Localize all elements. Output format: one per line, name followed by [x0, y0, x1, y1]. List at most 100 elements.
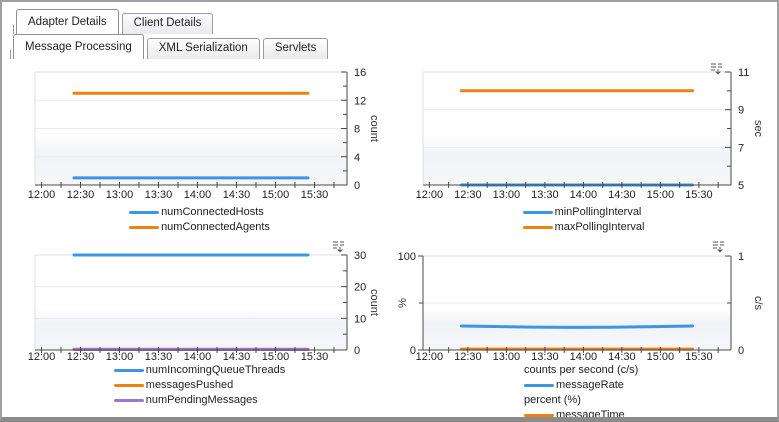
legend-label: numConnectedAgents [161, 221, 270, 233]
x-tick-label: 13:00 [493, 351, 521, 362]
chart-legend: counts per second (c/s) messageRate percen… [396, 364, 771, 421]
x-tick-label: 13:30 [531, 351, 559, 362]
chart-canvas[interactable]: 12:00 12:30 13:00 13:30 14:00 14:30 15:00 15:30… [396, 62, 771, 204]
x-tick-label: 15:00 [262, 351, 290, 362]
legend-item[interactable]: numPendingMessages [113, 394, 258, 406]
chart-legend: numConnectedHosts numConnectedAgents [12, 206, 387, 233]
legend-item[interactable]: messagesPushed [113, 379, 234, 391]
y-axis-label-right: count [368, 115, 380, 142]
y-tick-label: 1 [738, 251, 744, 263]
x-tick-label: 13:30 [531, 189, 559, 201]
chart-canvas[interactable]: 12:00 12:30 13:00 13:30 14:00 14:30 15:00 15:30… [396, 239, 771, 362]
x-tick-label: 12:00 [416, 189, 444, 201]
x-tick-label: 12:30 [67, 189, 95, 201]
legend-label: messageRate [556, 379, 624, 391]
y-axis-label-right: c/s [752, 296, 764, 311]
x-tick-label: 15:00 [647, 189, 675, 201]
chart-legend: numIncomingQueueThreads messagesPushed num… [12, 364, 387, 406]
chart-queue-threads-messages: 12:00 12:30 13:00 13:30 14:00 14:30 15:00 15:30… [12, 239, 387, 406]
y-tick-label: 11 [738, 67, 749, 79]
legend-label: numIncomingQueueThreads [145, 364, 286, 376]
x-tick-label: 13:00 [106, 189, 134, 201]
x-tick-label: 14:30 [608, 351, 636, 362]
x-tick-label: 14:30 [223, 189, 251, 201]
y-tick-label: 30 [354, 250, 366, 262]
legend-swatch [522, 210, 553, 214]
x-tick-label: 14:00 [570, 189, 598, 201]
legend-group-label: counts per second (c/s) [524, 364, 639, 376]
chart-canvas[interactable]: 12:00 12:30 13:00 13:30 14:00 14:30 15:00 15:30… [12, 62, 387, 204]
legend-item[interactable]: numConnectedAgents [129, 221, 270, 233]
primary-tab-bar: Adapter Details Client Details [13, 9, 216, 34]
chart-polling-interval: 12:00 12:30 13:00 13:30 14:00 14:30 15:00 15:30… [396, 62, 771, 233]
y-tick-label: 20 [354, 282, 366, 294]
legend-item[interactable]: maxPollingInterval [522, 221, 645, 233]
y-tick-label: 5 [738, 180, 744, 192]
legend-swatch [524, 383, 554, 387]
x-tick-label: 15:00 [262, 189, 290, 201]
legend-menu-icon[interactable] [712, 240, 726, 253]
legend-swatch [129, 210, 160, 214]
x-tick-label: 13:00 [493, 189, 521, 201]
y-axis-label-left: % [397, 298, 409, 308]
y-tick-label: 4 [354, 152, 360, 164]
y-tick-label: 0 [354, 180, 360, 192]
legend-menu-icon[interactable] [332, 240, 346, 253]
x-tick-label: 14:00 [570, 351, 598, 362]
x-tick-label: 15:30 [301, 189, 329, 201]
legend-swatch [113, 368, 144, 372]
legend-item[interactable]: messageRate [524, 379, 624, 391]
legend-item[interactable]: messageTime [524, 409, 625, 421]
legend-item[interactable]: numConnectedHosts [129, 206, 264, 218]
y-tick-label: 16 [354, 67, 366, 79]
x-tick-label: 13:30 [145, 189, 173, 201]
legend-item[interactable]: minPollingInterval [522, 206, 642, 218]
x-tick-label: 12:30 [454, 351, 482, 362]
x-tick-label: 12:30 [67, 351, 95, 362]
x-tick-label: 14:00 [184, 189, 212, 201]
x-tick-label: 13:30 [145, 351, 173, 362]
legend-swatch [113, 398, 144, 402]
x-tick-label: 15:30 [301, 351, 329, 362]
legend-label: numConnectedHosts [161, 206, 264, 218]
plot-background [35, 255, 347, 350]
legend-label: numPendingMessages [145, 394, 258, 406]
series-messageRate[interactable] [460, 324, 694, 329]
legend-block: numConnectedHosts numConnectedAgents [129, 206, 270, 233]
y-tick-label: 0 [354, 345, 360, 357]
x-tick-label: 12:00 [416, 351, 444, 362]
legend-block: numIncomingQueueThreads messagesPushed num… [113, 364, 286, 406]
x-tick-label: 14:30 [223, 351, 251, 362]
x-tick-label: 12:00 [28, 351, 56, 362]
legend-label: messageTime [556, 409, 625, 421]
tab-adapter-details[interactable]: Adapter Details [16, 9, 119, 34]
x-tick-label: 15:30 [685, 351, 713, 362]
chart-legend: minPollingInterval maxPollingInterval [396, 206, 771, 233]
legend-label: minPollingInterval [554, 206, 642, 218]
legend-swatch [113, 383, 144, 387]
legend-group-label: percent (%) [524, 394, 581, 406]
legend-label: maxPollingInterval [554, 221, 645, 233]
tab-servlets[interactable]: Servlets [262, 38, 329, 59]
x-tick-label: 13:00 [106, 351, 134, 362]
tab-message-processing[interactable]: Message Processing [13, 34, 144, 59]
y-tick-label: 12 [354, 95, 366, 107]
y-axis-label-right: sec [752, 120, 764, 138]
tab-xml-serialization[interactable]: XML Serialization [146, 38, 260, 59]
y-tick-label: 100 [398, 251, 416, 263]
x-tick-label: 14:00 [184, 351, 212, 362]
plot-background [423, 72, 731, 185]
legend-item[interactable]: numIncomingQueueThreads [113, 364, 286, 376]
chart-canvas[interactable]: 12:00 12:30 13:00 13:30 14:00 14:30 15:00 15:30… [12, 239, 387, 362]
x-tick-label: 14:30 [608, 189, 636, 201]
y-tick-label: 10 [354, 313, 366, 325]
legend-menu-icon[interactable] [710, 62, 724, 75]
legend-label: messagesPushed [145, 379, 234, 391]
y-tick-label: 0 [410, 345, 416, 357]
x-tick-label: 12:30 [454, 189, 482, 201]
tab-client-details[interactable]: Client Details [121, 13, 214, 34]
y-axis-label-right: count [368, 289, 380, 316]
legend-swatch [522, 225, 553, 229]
x-tick-label: 15:00 [647, 351, 675, 362]
